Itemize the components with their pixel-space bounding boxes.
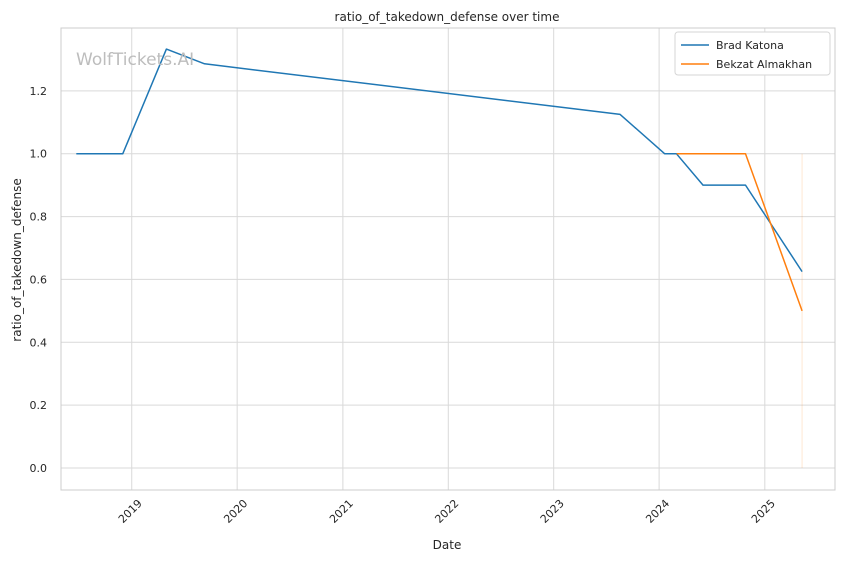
y-tick-label: 1.2 — [30, 85, 48, 98]
legend-label-bekzat-almakhan: Bekzat Almakhan — [716, 58, 812, 71]
y-tick-label: 0.6 — [30, 273, 48, 286]
series-line-brad-katona — [76, 48, 803, 273]
plot-frame — [60, 27, 836, 491]
y-tick-label: 0.0 — [30, 462, 48, 475]
y-tick-label: 0.8 — [30, 211, 48, 224]
x-tick-label: 2022 — [432, 497, 461, 526]
x-tick-label: 2024 — [643, 497, 672, 526]
series-line-bekzat-almakhan — [676, 152, 803, 312]
y-tick-label: 0.4 — [30, 336, 48, 349]
x-tick-label: 2025 — [749, 497, 778, 526]
legend: Brad Katona Bekzat Almakhan — [674, 31, 831, 76]
x-tick-label: 2021 — [327, 497, 356, 526]
y-axis-title: ratio_of_takedown_defense — [10, 178, 24, 341]
legend-label-brad-katona: Brad Katona — [716, 39, 784, 52]
x-tick-label: 2019 — [116, 497, 145, 526]
y-tick-label: 0.2 — [30, 399, 48, 412]
y-tick-label: 1.0 — [30, 148, 48, 161]
x-axis-title: Date — [433, 538, 462, 552]
x-grid — [131, 28, 766, 490]
x-tick-labels: 2019 2020 2021 2022 2023 2024 2025 — [116, 497, 778, 526]
series-lines — [76, 48, 803, 312]
chart-title: ratio_of_takedown_defense over time — [335, 10, 560, 24]
x-tick-label: 2023 — [538, 497, 567, 526]
watermark: WolfTickets.AI — [76, 50, 194, 70]
x-tick-label: 2020 — [221, 497, 250, 526]
legend-box — [674, 31, 831, 76]
y-tick-labels: 0.0 0.2 0.4 0.6 0.8 1.0 1.2 — [30, 85, 48, 475]
